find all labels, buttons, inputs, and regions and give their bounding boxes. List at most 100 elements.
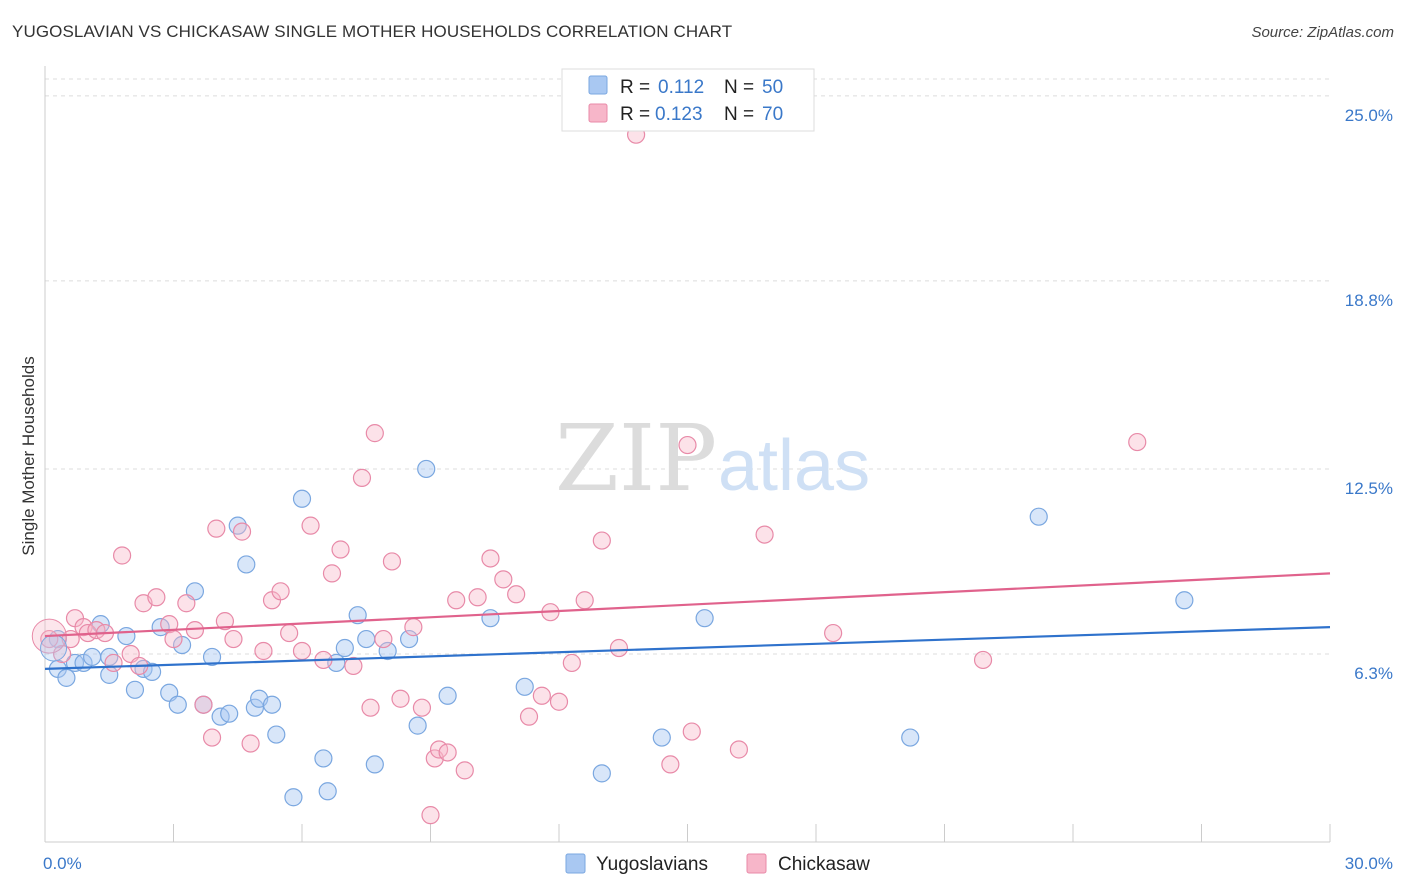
yugoslavian-point <box>348 606 367 625</box>
chickasaw-point <box>164 629 183 649</box>
yugoslavian-point <box>365 755 384 774</box>
chickasaw-point <box>331 540 350 559</box>
chickasaw-point <box>532 686 551 705</box>
yugoslavian-point <box>237 555 256 574</box>
series-legend: Yugoslavians Chickasaw <box>565 853 870 875</box>
chickasaw-point <box>661 755 680 774</box>
yugoslavian-point <box>378 641 397 661</box>
chickasaw-point <box>207 519 226 538</box>
yugoslavian-point <box>83 647 102 667</box>
chickasaw-point <box>438 743 457 762</box>
yugoslavian-point <box>592 764 611 783</box>
yugoslavian-point <box>515 677 534 696</box>
chickasaw-point <box>481 549 500 568</box>
chickasaw-point <box>271 582 290 601</box>
y-axis-title: Single Mother Households <box>19 356 38 555</box>
source-label: Source: ZipAtlas.com <box>1251 24 1394 41</box>
yugoslavian-point <box>481 609 500 628</box>
yugoslavian-point <box>314 749 333 768</box>
legend-chickasaw-swatch <box>746 853 767 874</box>
yugoslavian-point <box>417 459 436 479</box>
chickasaw-point <box>973 650 993 670</box>
chickasaw-point <box>494 570 513 589</box>
yugoslavian-point <box>202 647 222 667</box>
yugoslavian-trend-line <box>44 626 1331 670</box>
yugoslavian-point <box>245 698 264 717</box>
watermark-zip: ZIP <box>555 405 717 512</box>
chickasaw-point <box>215 612 234 631</box>
yugoslavian-point <box>901 728 920 747</box>
watermark: ZIP atlas <box>555 405 870 512</box>
yugoslavian-point <box>125 680 145 699</box>
yugoslavian-point <box>267 725 286 744</box>
grid-lines <box>45 78 1330 655</box>
axes <box>44 66 1331 843</box>
yugoslavian-point <box>652 728 671 747</box>
chickasaw-point <box>224 629 243 649</box>
yugoslavian-point <box>168 695 187 714</box>
y-tick-label: 25.0% <box>1345 106 1393 125</box>
chickasaw-point <box>729 740 749 759</box>
chickasaw-point <box>232 522 252 541</box>
chart-title: YUGOSLAVIAN VS CHICKASAW SINGLE MOTHER H… <box>12 22 733 41</box>
yugoslavian-point <box>438 686 457 705</box>
legend-yugoslavians-swatch <box>565 853 586 874</box>
yugoslavian-point <box>117 626 136 646</box>
chickasaw-point <box>1128 432 1147 452</box>
chickasaw-point <box>365 424 384 443</box>
chickasaw-point <box>112 546 132 565</box>
chickasaw-point <box>254 641 273 661</box>
legend-r-value-2: 0.123 <box>655 104 703 125</box>
chickasaw-swatch <box>588 103 608 123</box>
data-points <box>31 125 1194 825</box>
tick-labels: 6.3% 12.5% 18.8% 25.0% 0.0% 30.0% <box>43 106 1393 873</box>
x-tick-label: 30.0% <box>1345 854 1393 873</box>
chickasaw-point <box>592 531 611 550</box>
chickasaw-point <box>412 698 432 717</box>
chickasaw-point <box>678 435 697 455</box>
chickasaw-point <box>352 468 372 487</box>
yugoslavian-point <box>262 695 282 714</box>
yugoslavian-point <box>57 668 76 687</box>
chickasaw-point <box>562 653 581 673</box>
yugoslavian-point <box>357 629 376 649</box>
chickasaw-point <box>241 734 260 753</box>
chickasaw-point <box>292 641 312 661</box>
yugoslavian-swatch <box>588 75 608 95</box>
chickasaw-point <box>361 698 380 717</box>
chickasaw-point <box>404 618 423 637</box>
legend-n-label-2: N = <box>724 104 754 125</box>
chickasaw-point <box>301 516 320 535</box>
chickasaw-point <box>468 588 487 607</box>
yugoslavian-point <box>318 782 337 801</box>
chickasaw-point <box>374 629 393 649</box>
chickasaw-point <box>755 525 774 544</box>
yugoslavian-point <box>695 609 714 628</box>
x-tick-label: 0.0% <box>43 854 82 873</box>
yugoslavian-cluster-point <box>40 634 68 662</box>
yugoslavian-point <box>408 716 427 735</box>
trend-lines <box>44 572 1331 670</box>
stats-legend: R = 0.112 N = 50 R = 0.123 N = 70 <box>561 68 815 132</box>
chickasaw-point <box>421 806 440 825</box>
yugoslavian-point <box>292 489 312 508</box>
yugoslavian-point <box>220 704 239 723</box>
chickasaw-point <box>519 707 539 726</box>
legend-yugoslavians-label: Yugoslavians <box>596 854 708 875</box>
chickasaw-point <box>507 585 526 604</box>
watermark-atlas: atlas <box>718 426 870 506</box>
yugoslavian-point <box>335 638 354 658</box>
chickasaw-point <box>447 591 466 610</box>
chickasaw-point <box>322 564 342 583</box>
chickasaw-point <box>609 638 629 658</box>
chickasaw-point <box>147 588 166 607</box>
legend-n-label-1: N = <box>724 77 754 98</box>
yugoslavian-point <box>1175 591 1194 610</box>
chickasaw-point <box>194 695 213 714</box>
chickasaw-point <box>280 623 299 643</box>
chickasaw-point <box>104 653 123 673</box>
chickasaw-point <box>824 623 843 643</box>
legend-n-value-1: 50 <box>762 77 783 98</box>
chickasaw-trend-line <box>44 572 1331 638</box>
